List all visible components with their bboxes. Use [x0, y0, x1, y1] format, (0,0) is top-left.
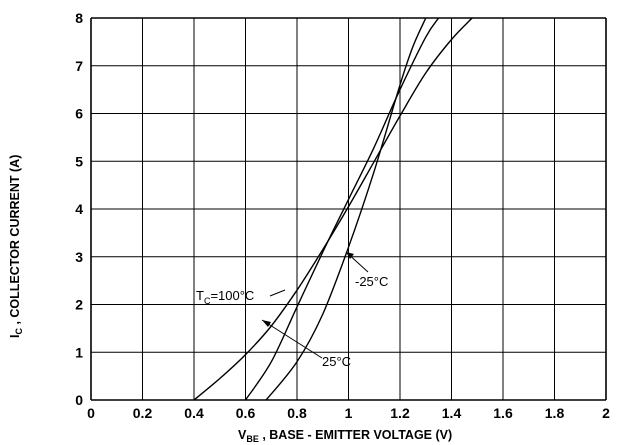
series-line-0	[193, 17, 473, 401]
x-tick-label: 1	[345, 405, 353, 421]
annotations: TC=100°C 25°C -25°C	[196, 274, 388, 369]
y-axis-label: IC , COLLECTOR CURRENT (A)	[8, 155, 24, 338]
x-tick-label: 2	[602, 405, 610, 421]
x-tick-label: 1.8	[545, 405, 565, 421]
y-tick-label: 6	[75, 106, 83, 122]
series-line-2	[265, 17, 427, 401]
y-tick-label: 5	[75, 153, 83, 169]
annotation-neg25c: -25°C	[355, 274, 388, 289]
annotation-100c: TC=100°C	[196, 288, 254, 306]
x-tick-label: 0.2	[133, 405, 153, 421]
x-tick-labels: 0 0.2 0.4 0.6 0.8 1 1.2 1.4 1.6 1.8 2	[87, 405, 610, 421]
x-axis-label: VBE , BASE - EMITTER VOLTAGE (V)	[238, 428, 452, 444]
arrowhead-25c	[262, 320, 271, 327]
annotation-25c: 25°C	[322, 354, 351, 369]
arrowhead-neg25c	[346, 252, 354, 259]
y-tick-label: 8	[75, 10, 83, 26]
x-tick-label: 0.4	[184, 405, 204, 421]
x-tick-label: 0.6	[236, 405, 256, 421]
arrow-100c	[269, 289, 286, 297]
arrow-25c	[261, 319, 323, 359]
y-tick-label: 2	[75, 297, 83, 313]
annotation-arrows	[261, 251, 369, 359]
series-lines	[193, 17, 473, 401]
y-tick-labels: 0 1 2 3 4 5 6 7 8	[75, 10, 83, 408]
y-tick-label: 1	[75, 344, 83, 360]
y-tick-label: 7	[75, 58, 83, 74]
x-tick-label: 1.2	[390, 405, 410, 421]
grid	[90, 17, 607, 401]
x-tick-label: 1.6	[493, 405, 513, 421]
y-tick-label: 0	[75, 392, 83, 408]
y-tick-label: 3	[75, 249, 83, 265]
x-tick-label: 0.8	[287, 405, 307, 421]
x-tick-label: 1.4	[442, 405, 462, 421]
y-tick-label: 4	[75, 201, 83, 217]
series-line-1	[244, 17, 440, 401]
x-tick-label: 0	[87, 405, 95, 421]
